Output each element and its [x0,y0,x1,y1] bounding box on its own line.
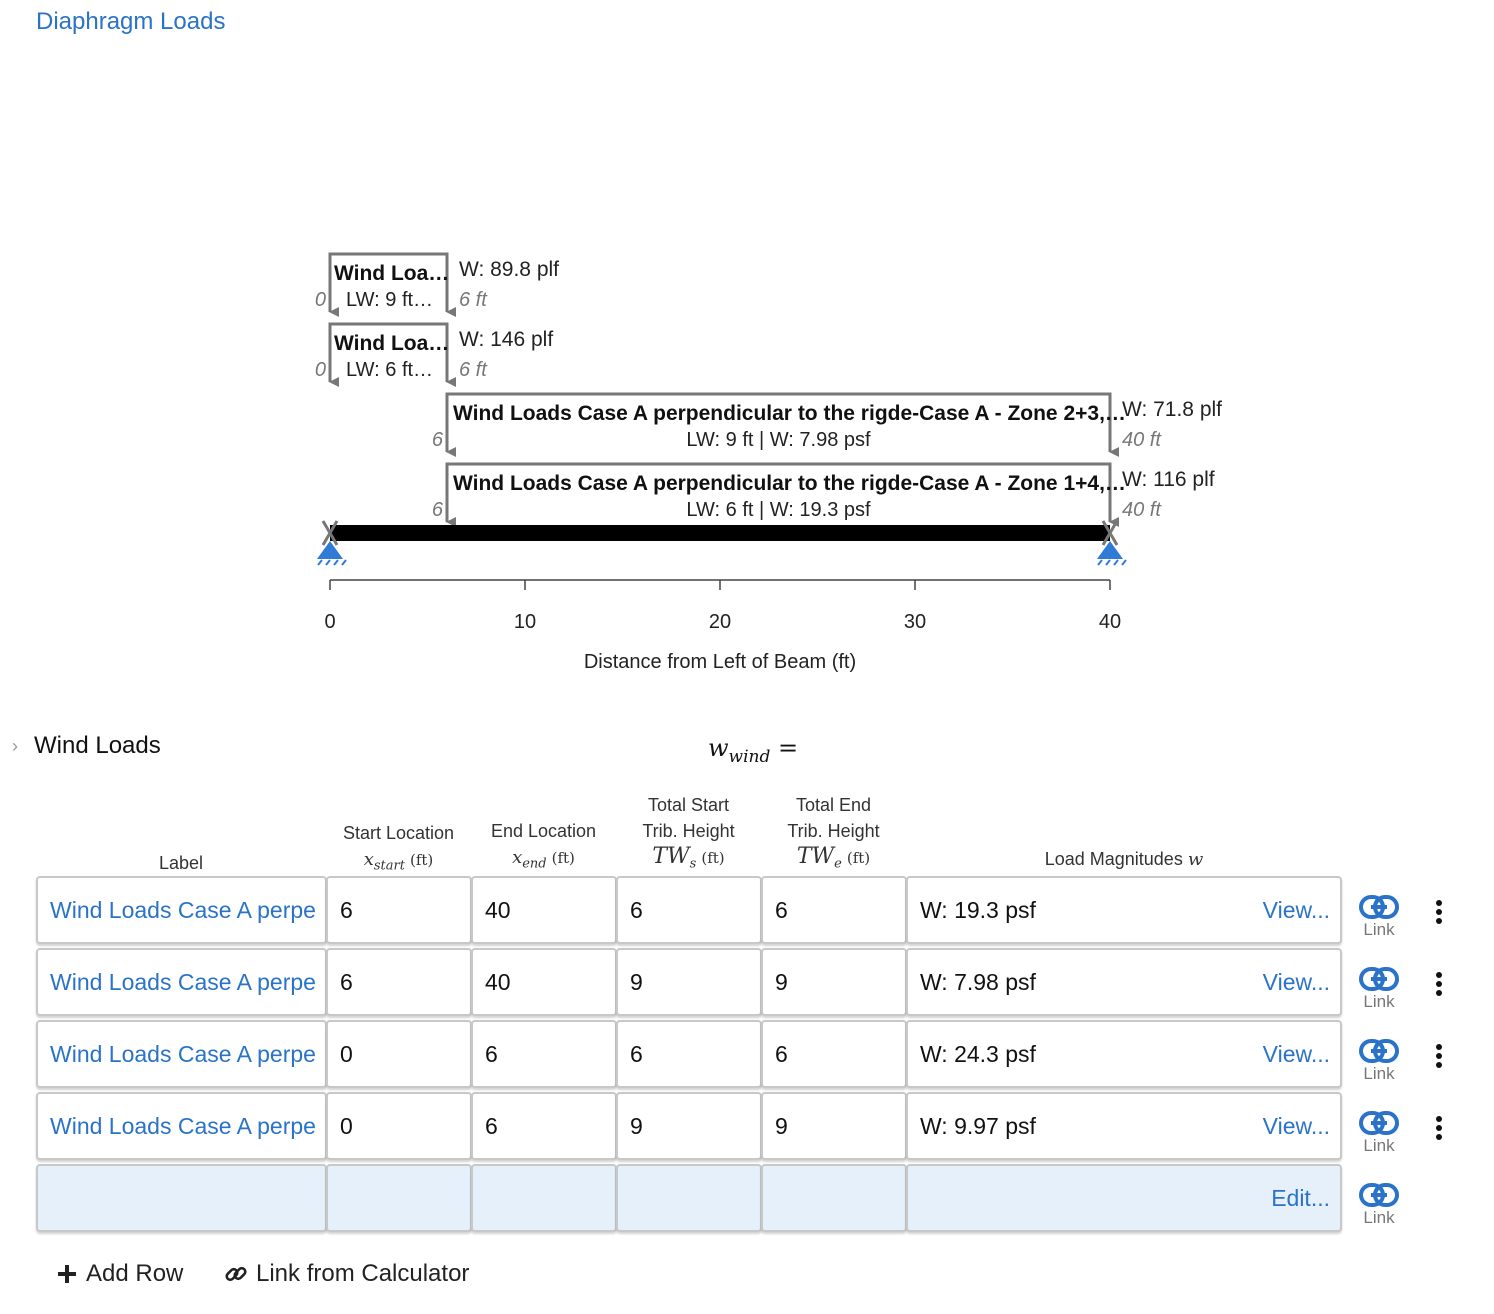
load-subtitle: LW: 9 ft | W: 7.98 psf [686,429,871,451]
wind-loads-section-toggle[interactable]: › Wind Loads [12,732,161,760]
end-trib-height-input[interactable]: 6 [761,1020,907,1088]
start-location-input[interactable]: 0 [326,1020,472,1088]
link-icon [1359,1111,1399,1135]
new-row-twe-input[interactable] [761,1164,907,1232]
end-trib-height-input[interactable]: 9 [761,1092,907,1160]
end-location-input[interactable]: 40 [471,876,617,944]
start-trib-height-input[interactable]: 6 [616,876,762,944]
view-button[interactable]: View... [1262,1112,1330,1139]
end-trib-height-input[interactable]: 9 [761,948,907,1016]
diaphragm-loads-link[interactable]: Diaphragm Loads [36,8,226,35]
load-title: Wind Loa… [334,262,449,285]
more-options-button[interactable] [1429,1042,1449,1072]
row-label-cell[interactable]: Wind Loads Case A perpe [36,876,327,944]
more-options-button[interactable] [1429,1114,1449,1144]
more-options-button[interactable] [1429,970,1449,1000]
end-location-input[interactable]: 6 [471,1020,617,1088]
end-location-input[interactable]: 6 [471,1092,617,1160]
row-link-button[interactable]: Link [1355,1110,1403,1170]
distributed-load: Wind Loa… LW: 6 ft… W: 146 plf 0 6 ft [315,322,553,387]
load-magnitude-cell: W: 19.3 psf View... [906,876,1342,944]
row-link-button[interactable]: Link [1355,1038,1403,1098]
start-trib-height-input[interactable]: 6 [616,1020,762,1088]
header-load-magnitudes: Load Magnitudes w [1044,849,1204,870]
x-axis-tick-label: 30 [904,611,926,633]
load-start-position: 6 [432,429,444,451]
load-end-position: 40 ft [1122,499,1162,521]
link-from-calculator-button[interactable]: Link from Calculator [224,1260,469,1288]
row-label-cell[interactable]: Wind Loads Case A perpe [36,1020,327,1088]
load-start-position: 0 [315,359,326,381]
new-row-tws-input[interactable] [616,1164,762,1232]
x-axis-label: Distance from Left of Beam (ft) [584,651,856,673]
load-subtitle: LW: 6 ft | W: 19.3 psf [686,499,871,521]
header-label: Label [158,853,204,873]
view-button[interactable]: View... [1262,968,1330,995]
add-row-button[interactable]: Add Row [56,1260,183,1288]
edit-button[interactable]: Edit... [1271,1184,1330,1211]
row-label-cell[interactable]: Wind Loads Case A perpe [36,1092,327,1160]
x-axis-tick-label: 20 [709,611,731,633]
link-icon [1359,1183,1399,1207]
new-row-start-input[interactable] [326,1164,472,1232]
link-icon [1359,967,1399,991]
wind-formula: wwind = [708,734,799,767]
end-trib-height-input[interactable]: 6 [761,876,907,944]
load-end-position: 40 ft [1122,429,1162,451]
section-title: Wind Loads [34,732,161,759]
header-total-end-trib-height: Total End Trib. Height TWe (ft) [787,795,880,872]
header-end-location: End Location xend (ft) [490,821,597,872]
x-axis-tick-label: 0 [324,611,335,633]
view-button[interactable]: View... [1262,896,1330,923]
distributed-load: Wind Loads Case A perpendicular to the r… [432,392,1222,457]
start-location-input[interactable]: 6 [326,876,472,944]
load-magnitude-cell: W: 24.3 psf View... [906,1020,1342,1088]
end-location-input[interactable]: 40 [471,948,617,1016]
beam [330,525,1110,541]
header-total-start-trib-height: Total Start Trib. Height TWs (ft) [642,795,735,872]
row-link-button[interactable]: Link [1355,894,1403,954]
load-magnitude: W: 146 plf [459,328,553,351]
start-location-input[interactable]: 0 [326,1092,472,1160]
start-location-input[interactable]: 6 [326,948,472,1016]
new-row-magnitude-cell: Edit... [906,1164,1342,1232]
link-icon [1359,895,1399,919]
load-magnitude-cell: W: 9.97 psf View... [906,1092,1342,1160]
load-title: Wind Loads Case A perpendicular to the r… [453,402,1126,425]
load-subtitle: LW: 6 ft… [346,359,433,381]
load-title: Wind Loads Case A perpendicular to the r… [453,472,1126,495]
row-label-cell[interactable]: Wind Loads Case A perpe [36,948,327,1016]
x-axis-tick-label: 10 [514,611,536,633]
new-row-label-cell[interactable] [36,1164,327,1232]
start-trib-height-input[interactable]: 9 [616,948,762,1016]
load-start-position: 0 [315,289,326,311]
header-start-location: Start Location xstart (ft) [342,823,455,874]
row-link-button[interactable]: Link [1355,1182,1403,1242]
plus-icon [56,1263,78,1285]
view-button[interactable]: View... [1262,1040,1330,1067]
x-axis-tick-label: 40 [1099,611,1121,633]
load-end-position: 6 ft [459,359,488,381]
chevron-right-icon: › [12,735,18,756]
new-row-end-input[interactable] [471,1164,617,1232]
load-magnitude-cell: W: 7.98 psf View... [906,948,1342,1016]
chain-link-icon [224,1262,248,1286]
load-subtitle: LW: 9 ft… [346,289,433,311]
row-link-button[interactable]: Link [1355,966,1403,1026]
load-magnitude: W: 89.8 plf [459,258,559,281]
distributed-load: Wind Loa… LW: 9 ft… W: 89.8 plf 0 6 ft [315,252,559,317]
left-pin-support [317,520,347,566]
start-trib-height-input[interactable]: 9 [616,1092,762,1160]
load-title: Wind Loa… [334,332,449,355]
more-options-button[interactable] [1429,898,1449,928]
right-pin-support [1097,520,1127,566]
load-end-position: 6 ft [459,289,488,311]
load-start-position: 6 [432,499,444,521]
load-magnitude: W: 71.8 plf [1122,398,1222,421]
link-icon [1359,1039,1399,1063]
load-magnitude: W: 116 plf [1122,468,1215,491]
distributed-load: Wind Loads Case A perpendicular to the r… [432,462,1215,527]
